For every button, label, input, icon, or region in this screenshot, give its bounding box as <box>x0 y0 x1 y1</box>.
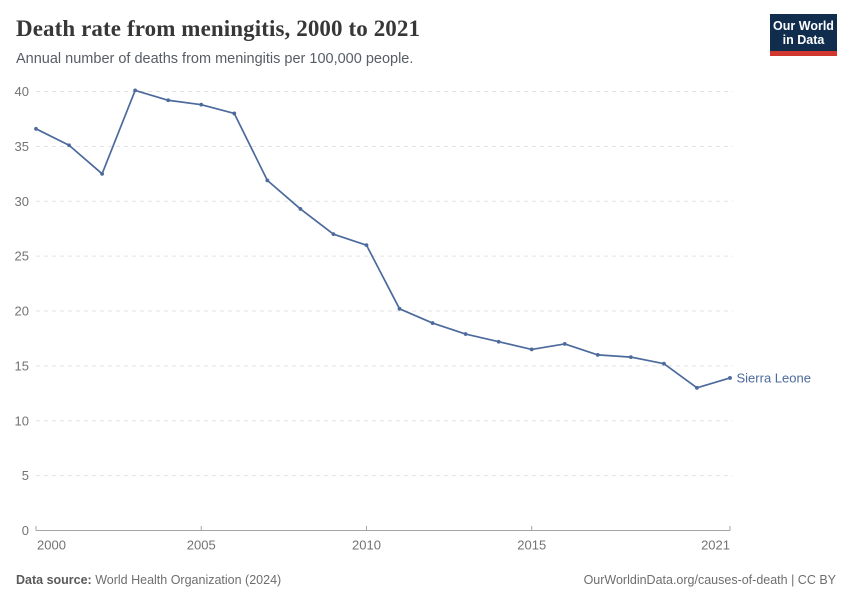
chart-header: Death rate from meningitis, 2000 to 2021… <box>0 0 850 67</box>
y-tick-label: 0 <box>22 523 29 538</box>
data-point <box>529 347 534 352</box>
data-point <box>397 306 402 311</box>
y-tick-label: 5 <box>22 468 29 483</box>
data-point <box>331 232 336 237</box>
x-tick-label: 2015 <box>517 538 546 553</box>
data-point <box>430 321 435 325</box>
page-title: Death rate from meningitis, 2000 to 2021 <box>16 16 421 41</box>
data-point <box>100 171 104 176</box>
data-point <box>265 178 270 183</box>
data-point <box>166 98 171 103</box>
y-tick-label: 15 <box>15 358 29 373</box>
data-point <box>463 332 468 336</box>
credit-link[interactable]: OurWorldinData.org/causes-of-death | CC … <box>583 573 836 587</box>
series-label: Sierra Leone <box>737 370 811 385</box>
page-subtitle: Annual number of deaths from meningitis … <box>16 51 414 67</box>
data-point <box>232 111 237 116</box>
x-tick-label: 2000 <box>37 538 66 553</box>
x-tick-label: 2005 <box>187 538 216 553</box>
data-point <box>364 243 369 248</box>
y-tick-label: 10 <box>15 413 29 428</box>
y-tick-label: 40 <box>15 84 29 99</box>
data-point <box>628 355 633 359</box>
data-point <box>695 385 699 390</box>
data-source-note: Data source: World Health Organization (… <box>16 573 281 587</box>
data-point <box>728 376 732 380</box>
x-tick-label: 2010 <box>352 538 381 553</box>
x-tick-label: 2021 <box>701 538 730 553</box>
data-point <box>496 339 501 344</box>
data-point <box>595 353 600 357</box>
data-point <box>199 102 204 107</box>
y-tick-label: 35 <box>15 139 29 154</box>
y-tick-label: 20 <box>15 304 29 319</box>
owid-logo[interactable]: Our World in Data <box>770 14 837 56</box>
y-tick-label: 25 <box>15 249 29 264</box>
owid-logo-line1: Our World <box>773 19 834 33</box>
data-point <box>562 342 567 346</box>
data-point <box>662 361 666 366</box>
owid-logo-line2: in Data <box>782 33 825 47</box>
data-point <box>67 143 71 148</box>
series-line <box>35 89 731 389</box>
chart-titles: Death rate from meningitis, 2000 to 2021… <box>16 14 420 67</box>
data-point <box>298 207 303 211</box>
data-source-value: World Health Organization (2024) <box>91 573 282 587</box>
data-point <box>133 88 138 93</box>
data-point <box>34 126 38 131</box>
data-source-label: Data source: <box>16 573 92 587</box>
y-tick-label: 30 <box>15 194 29 209</box>
chart-footer: Data source: World Health Organization (… <box>16 573 836 587</box>
